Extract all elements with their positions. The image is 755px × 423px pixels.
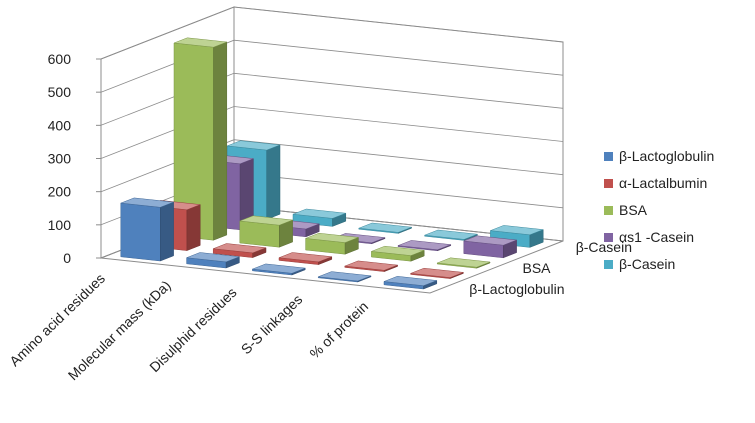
bar [371,245,425,262]
bar [424,229,478,241]
legend-label: α-Lactalbumin [619,175,707,191]
legend-item: α-Lactalbumin [604,175,707,191]
bar [252,263,306,276]
bars [120,37,544,290]
legend-swatch [604,206,613,215]
y-axis-ticks: 0 100 200 300 400 500 600 [48,51,101,266]
y-tick-label: 400 [48,117,72,133]
y-tick-label: 300 [48,151,72,167]
y-tick-label: 500 [48,84,72,100]
legend-label: β-Casein [619,256,675,272]
gridline [100,72,564,126]
y-tick-label: 200 [48,184,72,200]
bar [436,257,491,269]
legend-label: BSA [619,202,648,218]
x-tick-label: S-S linkages [238,291,306,357]
legend-label: β-Lactoglobulin [619,148,714,164]
bar [120,197,174,262]
bar [383,276,438,290]
legend-swatch [604,233,613,242]
y-tick-label: 600 [48,51,72,67]
bar [397,240,452,252]
bar [344,260,398,272]
legend-swatch [604,179,613,188]
y-tick-label: 100 [48,217,72,233]
bar [239,215,293,248]
bar [463,235,517,259]
legend-item: β-Casein [604,256,675,272]
bar [305,232,359,255]
depth-axis-labels: β-Lactoglobulin BSA β-Casein [469,239,632,297]
depth-tick-label: BSA [523,260,552,276]
gridline [100,106,564,159]
legend-swatch [604,260,613,269]
bar [278,252,333,265]
gridline [100,6,564,60]
legend-item: β-Lactoglobulin [604,148,714,164]
bar [212,243,267,258]
depth-tick-label: β-Casein [576,239,632,255]
legend-item: αs1 -Casein [604,229,694,245]
bar [317,271,372,283]
bar [358,222,412,234]
y-tick-label: 0 [63,250,71,266]
legend: β-Lactoglobulin α-Lactalbumin BSA αs1 -Case… [604,148,714,272]
bar [186,252,240,269]
legend-item: BSA [604,202,648,218]
gridline [100,39,564,93]
x-tick-label: % of protein [306,298,371,361]
gridline [100,139,564,193]
bar [410,267,464,279]
bar [292,208,347,227]
depth-tick-label: β-Lactoglobulin [469,281,564,297]
legend-swatch [604,152,613,161]
legend-label: αs1 -Casein [619,229,694,245]
